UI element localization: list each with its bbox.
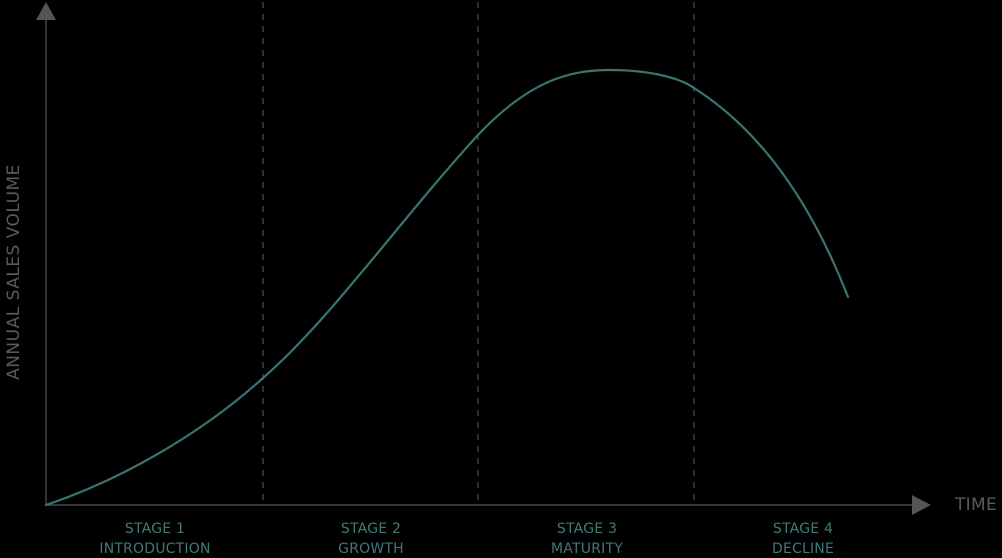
stage-3-name: MATURITY	[551, 541, 623, 557]
stage-label-1: STAGE 1 INTRODUCTION	[47, 519, 263, 558]
stage-3-number: STAGE 3	[556, 521, 618, 537]
stage-4-name: DECLINE	[771, 541, 835, 557]
sales-curve	[44, 68, 850, 507]
stage-2-number: STAGE 2	[340, 521, 402, 537]
stage-label-3: STAGE 3 MATURITY	[479, 519, 695, 558]
x-axis-label: TIME	[955, 495, 998, 515]
stage-dividers	[262, 2, 695, 505]
stage-2-name: GROWTH	[338, 541, 404, 557]
stage-4-number: STAGE 4	[772, 521, 834, 537]
stage-1-number: STAGE 1	[124, 521, 186, 537]
y-axis-label: ANNUAL SALES VOLUME	[4, 164, 24, 380]
y-axis-arrow-icon	[36, 2, 56, 20]
stage-label-4: STAGE 4 DECLINE	[695, 519, 911, 558]
stage-label-2: STAGE 2 GROWTH	[263, 519, 479, 558]
x-axis-arrow-icon	[912, 495, 931, 515]
stage-1-name: INTRODUCTION	[99, 541, 211, 557]
